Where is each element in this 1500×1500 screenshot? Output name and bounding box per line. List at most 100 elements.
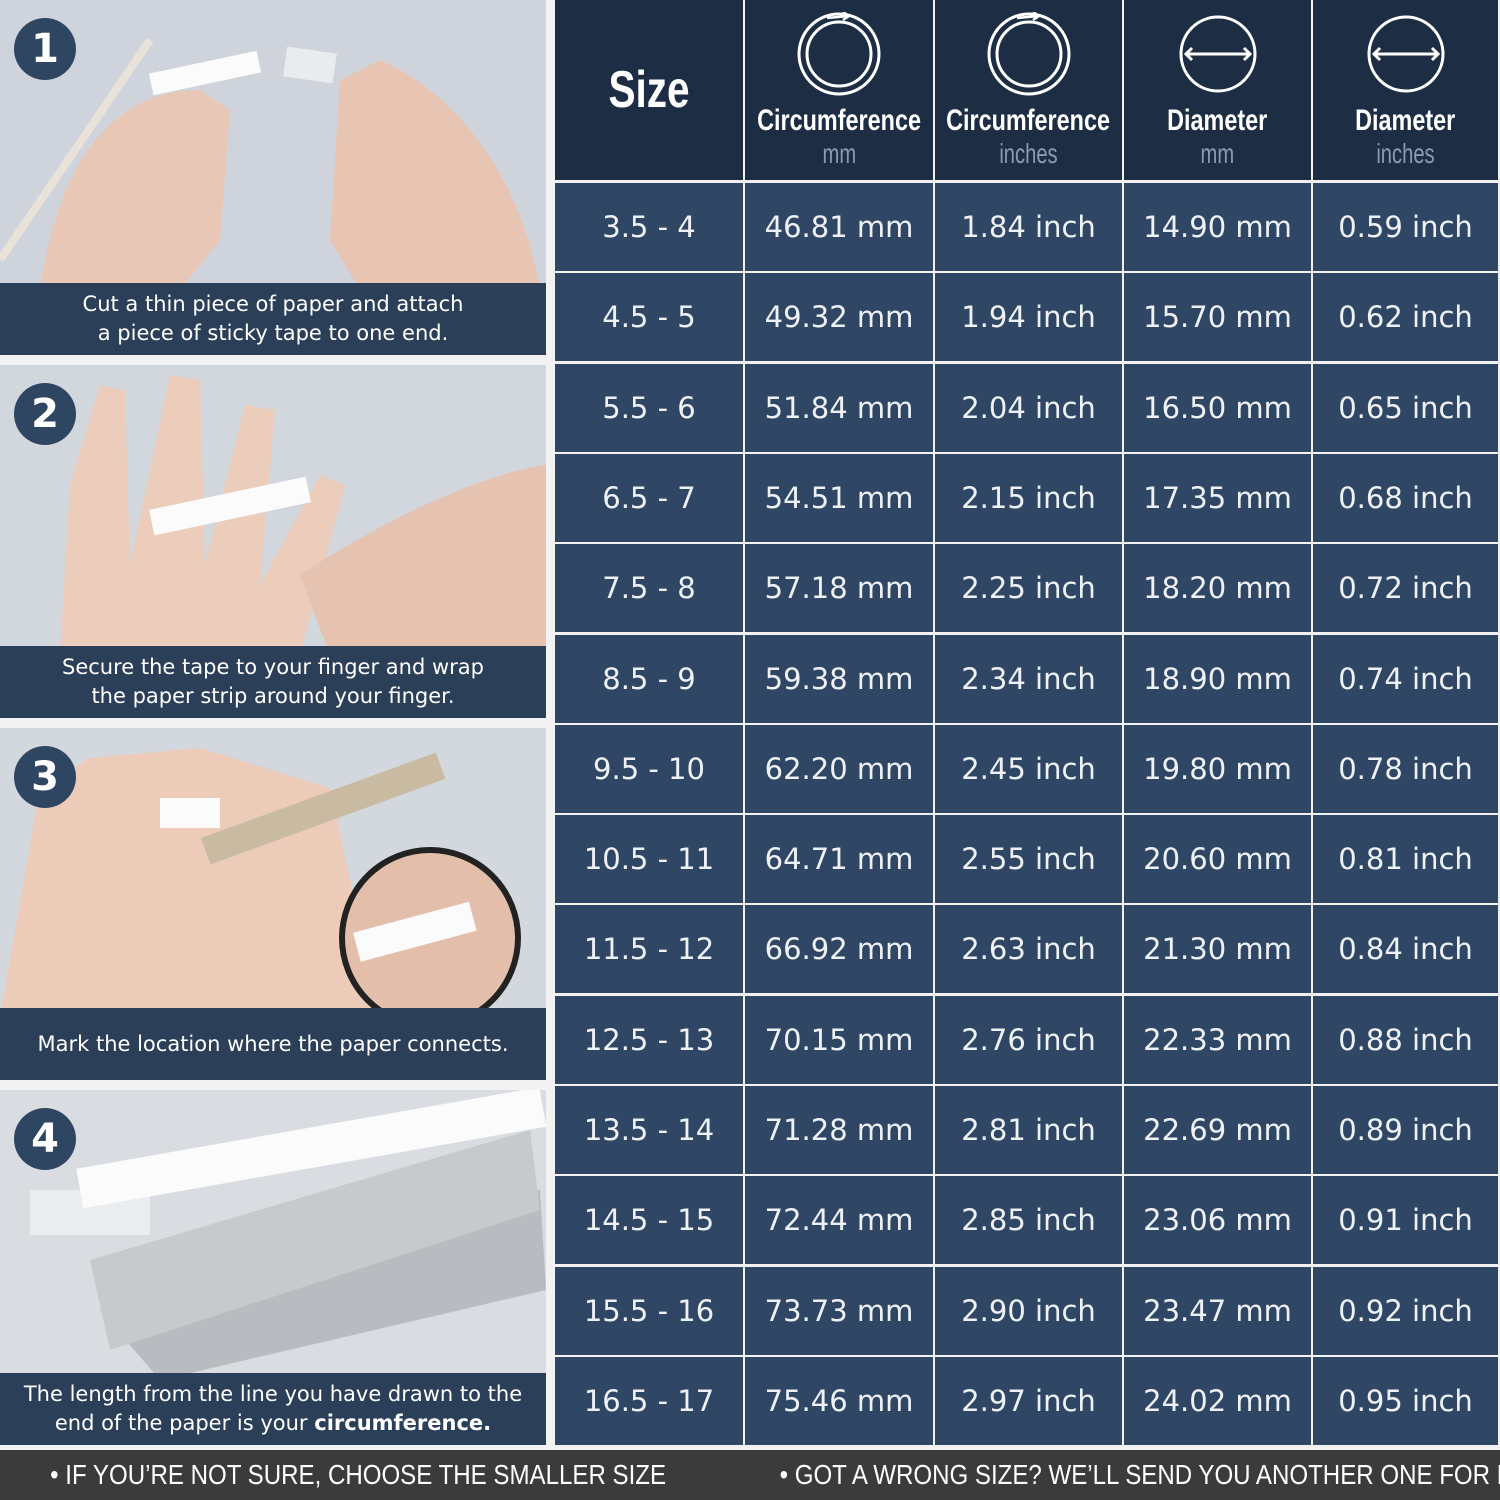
table-cell: 0.78 inch xyxy=(1313,724,1498,813)
table-cell: 2.25 inch xyxy=(935,544,1122,633)
header-title: Diameter xyxy=(1167,104,1268,137)
table-cell: 0.74 inch xyxy=(1313,634,1498,723)
header-cell: Circumference mm xyxy=(745,0,933,180)
step-number: 2 xyxy=(14,383,76,445)
table-cell: 64.71 mm xyxy=(745,815,933,904)
step-number: 1 xyxy=(14,18,76,80)
table-cell: 15.5 - 16 xyxy=(555,1266,743,1355)
step-caption: Cut a thin piece of paper and attach a pi… xyxy=(0,283,546,355)
table-cell: 2.90 inch xyxy=(935,1266,1122,1355)
table-cell: 17.35 mm xyxy=(1124,453,1311,542)
table-cell: 15.70 mm xyxy=(1124,273,1311,362)
table-cell: 22.33 mm xyxy=(1124,995,1311,1084)
header-title: Circumference xyxy=(946,104,1111,137)
caption-line: Secure the tape to your finger and wrap xyxy=(62,653,484,682)
footer-note: • GOT A WRONG SIZE? WE’LL SEND YOU ANOTH… xyxy=(779,1459,1500,1490)
table-cell: 22.69 mm xyxy=(1124,1086,1311,1174)
table-cell: 16.5 - 17 xyxy=(555,1356,743,1445)
step-photo xyxy=(0,365,546,646)
table-cell: 14.90 mm xyxy=(1124,183,1311,271)
caption-bold: circumference. xyxy=(314,1411,492,1435)
table-cell: 24.02 mm xyxy=(1124,1356,1311,1445)
caption-line: The length from the line you have drawn … xyxy=(24,1380,522,1409)
table-cell: 75.46 mm xyxy=(745,1356,933,1445)
footer-note: • IF YOU’RE NOT SURE, CHOOSE THE SMALLER… xyxy=(50,1459,667,1490)
table-cell: 71.28 mm xyxy=(745,1086,933,1174)
step-photo xyxy=(0,728,546,1008)
header-unit: inches xyxy=(999,138,1058,169)
step-photo xyxy=(0,0,546,283)
table-cell: 2.45 inch xyxy=(935,724,1122,813)
table-cell: 3.5 - 4 xyxy=(555,183,743,271)
table-cell: 0.81 inch xyxy=(1313,815,1498,904)
header-unit: inches xyxy=(1376,138,1435,169)
table-cell: 0.84 inch xyxy=(1313,905,1498,994)
table-cell: 19.80 mm xyxy=(1124,724,1311,813)
table-cell: 1.94 inch xyxy=(935,273,1122,362)
table-cell: 2.63 inch xyxy=(935,905,1122,994)
table-cell: 51.84 mm xyxy=(745,363,933,452)
table-cell: 9.5 - 10 xyxy=(555,724,743,813)
header-size: Size xyxy=(608,61,690,119)
caption-line: Cut a thin piece of paper and attach xyxy=(83,290,464,319)
step-panel: 3 Mark the location where the paper conne… xyxy=(0,728,546,1080)
header-title: Circumference xyxy=(757,104,921,137)
step-panel: 1 Cut a thin piece of paper and attach a p… xyxy=(0,0,546,355)
table-cell: 12.5 - 13 xyxy=(555,995,743,1084)
table-cell: 57.18 mm xyxy=(745,544,933,633)
caption-line: a piece of sticky tape to one end. xyxy=(98,319,449,348)
table-cell: 23.06 mm xyxy=(1124,1176,1311,1265)
step-number: 3 xyxy=(14,746,76,808)
step-number: 4 xyxy=(14,1108,76,1170)
table-cell: 59.38 mm xyxy=(745,634,933,723)
step-panel: 2 Secure the tape to your finger and wrap… xyxy=(0,365,546,718)
table-cell: 0.89 inch xyxy=(1313,1086,1498,1174)
table-cell: 0.59 inch xyxy=(1313,183,1498,271)
header-icon xyxy=(797,12,881,96)
step-photo xyxy=(0,1090,546,1373)
table-cell: 20.60 mm xyxy=(1124,815,1311,904)
header-title: Diameter xyxy=(1355,104,1456,137)
table-cell: 0.91 inch xyxy=(1313,1176,1498,1265)
table-cell: 23.47 mm xyxy=(1124,1266,1311,1355)
table-cell: 18.20 mm xyxy=(1124,544,1311,633)
table-cell: 2.81 inch xyxy=(935,1086,1122,1174)
table-cell: 18.90 mm xyxy=(1124,634,1311,723)
step-caption: Secure the tape to your finger and wrap t… xyxy=(0,646,546,718)
table-cell: 11.5 - 12 xyxy=(555,905,743,994)
table-cell: 1.84 inch xyxy=(935,183,1122,271)
table-cell: 13.5 - 14 xyxy=(555,1086,743,1174)
header-cell: Diameter inches xyxy=(1313,0,1498,180)
table-cell: 21.30 mm xyxy=(1124,905,1311,994)
table-cell: 54.51 mm xyxy=(745,453,933,542)
table-cell: 0.62 inch xyxy=(1313,273,1498,362)
table-cell: 14.5 - 15 xyxy=(555,1176,743,1265)
header-icon xyxy=(987,12,1070,96)
table-cell: 0.68 inch xyxy=(1313,453,1498,542)
table-cell: 73.73 mm xyxy=(745,1266,933,1355)
table-cell: 70.15 mm xyxy=(745,995,933,1084)
table-cell: 0.95 inch xyxy=(1313,1356,1498,1445)
header-icon xyxy=(1179,15,1256,93)
table-cell: 0.72 inch xyxy=(1313,544,1498,633)
table-cell: 62.20 mm xyxy=(745,724,933,813)
table-cell: 16.50 mm xyxy=(1124,363,1311,452)
table-cell: 49.32 mm xyxy=(745,273,933,362)
header-cell: Size xyxy=(555,0,743,180)
caption-line: the paper strip around your finger. xyxy=(91,682,454,711)
table-cell: 8.5 - 9 xyxy=(555,634,743,723)
table-cell: 72.44 mm xyxy=(745,1176,933,1265)
step-caption: The length from the line you have drawn … xyxy=(0,1373,546,1445)
header-unit: mm xyxy=(1200,138,1235,169)
table-cell: 2.34 inch xyxy=(935,634,1122,723)
table-cell: 10.5 - 11 xyxy=(555,815,743,904)
caption-line: Mark the location where the paper connec… xyxy=(38,1030,509,1059)
header-cell: Diameter mm xyxy=(1124,0,1311,180)
table-cell: 2.04 inch xyxy=(935,363,1122,452)
table-cell: 4.5 - 5 xyxy=(555,273,743,362)
caption-text: a piece of sticky tape to one end. xyxy=(97,321,449,345)
header-icon xyxy=(1367,15,1444,93)
footer: • IF YOU’RE NOT SURE, CHOOSE THE SMALLER… xyxy=(0,1450,1500,1500)
table-cell: 0.88 inch xyxy=(1313,995,1498,1084)
table-cell: 2.55 inch xyxy=(935,815,1122,904)
